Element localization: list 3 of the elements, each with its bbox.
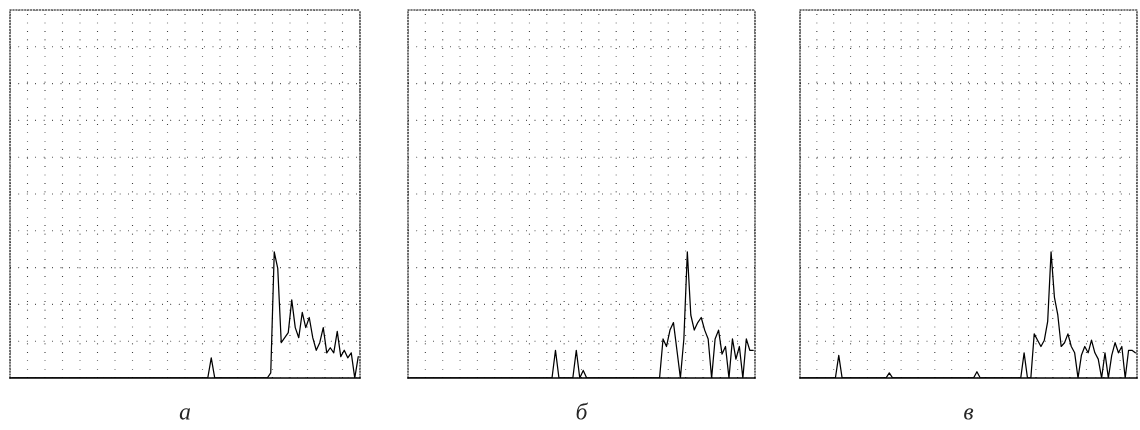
x-axis-title: б [576,402,589,420]
x-axis-title: а [179,408,191,420]
x-axis-title: в [964,408,974,420]
